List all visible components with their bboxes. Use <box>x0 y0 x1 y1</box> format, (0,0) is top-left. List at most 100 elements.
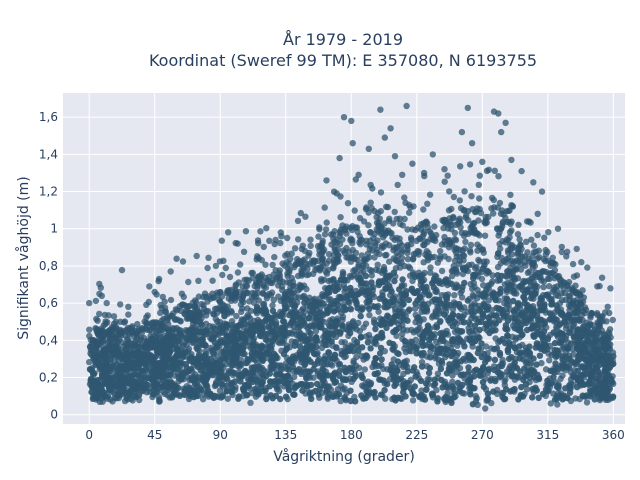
data-point <box>406 306 413 313</box>
data-point <box>454 327 461 334</box>
data-point <box>412 226 419 234</box>
data-point <box>460 252 468 260</box>
data-point <box>416 294 424 301</box>
data-point <box>254 284 261 292</box>
data-point <box>180 342 187 349</box>
data-point <box>524 249 531 256</box>
data-point <box>365 222 372 229</box>
data-point <box>356 274 363 282</box>
data-point <box>396 215 403 222</box>
data-point <box>484 354 491 362</box>
data-point <box>566 382 573 389</box>
data-point <box>504 348 512 356</box>
data-point <box>515 221 522 228</box>
data-point <box>516 283 524 290</box>
data-point <box>427 264 434 271</box>
data-point <box>171 333 178 341</box>
data-point <box>102 318 109 325</box>
data-point <box>318 324 325 331</box>
data-point <box>505 218 513 226</box>
data-point <box>259 379 266 386</box>
data-point <box>165 330 172 338</box>
data-point <box>493 345 501 352</box>
data-point <box>160 373 167 380</box>
data-point <box>466 161 474 168</box>
data-point <box>107 356 115 363</box>
data-point <box>406 264 414 272</box>
data-point <box>333 318 340 325</box>
x-tick-label: 135 <box>274 428 297 442</box>
outlier-point <box>349 140 356 147</box>
data-point <box>320 382 328 389</box>
data-point <box>266 383 273 390</box>
data-point <box>364 339 372 346</box>
data-point <box>242 228 250 235</box>
data-point <box>525 277 532 284</box>
data-point <box>243 327 251 334</box>
data-point <box>234 269 242 276</box>
data-point <box>337 214 344 221</box>
data-point <box>574 327 581 334</box>
data-point <box>534 321 541 328</box>
data-point <box>507 191 514 198</box>
data-point <box>451 246 458 253</box>
data-point <box>195 293 203 300</box>
data-point <box>485 366 492 374</box>
outlier-point <box>530 179 537 186</box>
data-point <box>116 336 123 343</box>
data-point <box>550 260 557 267</box>
data-point <box>190 330 198 338</box>
data-point <box>581 309 589 317</box>
data-point <box>529 385 536 393</box>
data-point <box>390 220 397 227</box>
data-point <box>119 388 126 396</box>
data-point <box>326 322 333 329</box>
data-point <box>424 322 432 329</box>
data-point <box>146 327 153 334</box>
data-point <box>404 255 412 263</box>
data-point <box>231 338 239 346</box>
data-point <box>411 273 419 281</box>
data-point <box>516 343 523 350</box>
data-point <box>115 349 123 356</box>
data-point <box>468 193 475 200</box>
data-point <box>407 204 414 211</box>
data-point <box>352 322 359 330</box>
data-point <box>500 311 507 318</box>
data-point <box>545 381 552 389</box>
data-point <box>349 240 356 247</box>
data-point <box>251 323 258 330</box>
data-point <box>362 394 369 402</box>
data-point <box>478 340 485 347</box>
data-point <box>395 350 402 357</box>
data-point <box>457 372 465 379</box>
data-point <box>603 395 610 402</box>
data-point <box>181 369 189 376</box>
data-point <box>327 301 335 308</box>
data-point <box>236 360 244 367</box>
data-point <box>96 280 103 288</box>
data-point <box>388 288 395 295</box>
data-point <box>513 364 521 372</box>
data-point <box>188 356 195 363</box>
data-point <box>216 318 224 325</box>
outlier-point <box>365 145 372 152</box>
data-point <box>239 297 246 304</box>
data-point <box>451 229 459 237</box>
data-point <box>287 376 294 384</box>
data-point <box>171 383 178 390</box>
data-point <box>363 352 370 359</box>
data-point <box>394 181 401 189</box>
data-point <box>559 345 566 352</box>
data-point <box>275 387 283 395</box>
data-point <box>283 345 290 352</box>
data-point <box>325 372 332 379</box>
data-point <box>374 369 381 377</box>
data-point <box>539 390 547 398</box>
data-point <box>138 329 146 337</box>
data-point <box>449 372 456 379</box>
data-point <box>389 299 396 306</box>
data-point <box>558 248 565 256</box>
data-point <box>347 306 355 313</box>
data-point <box>399 276 406 283</box>
